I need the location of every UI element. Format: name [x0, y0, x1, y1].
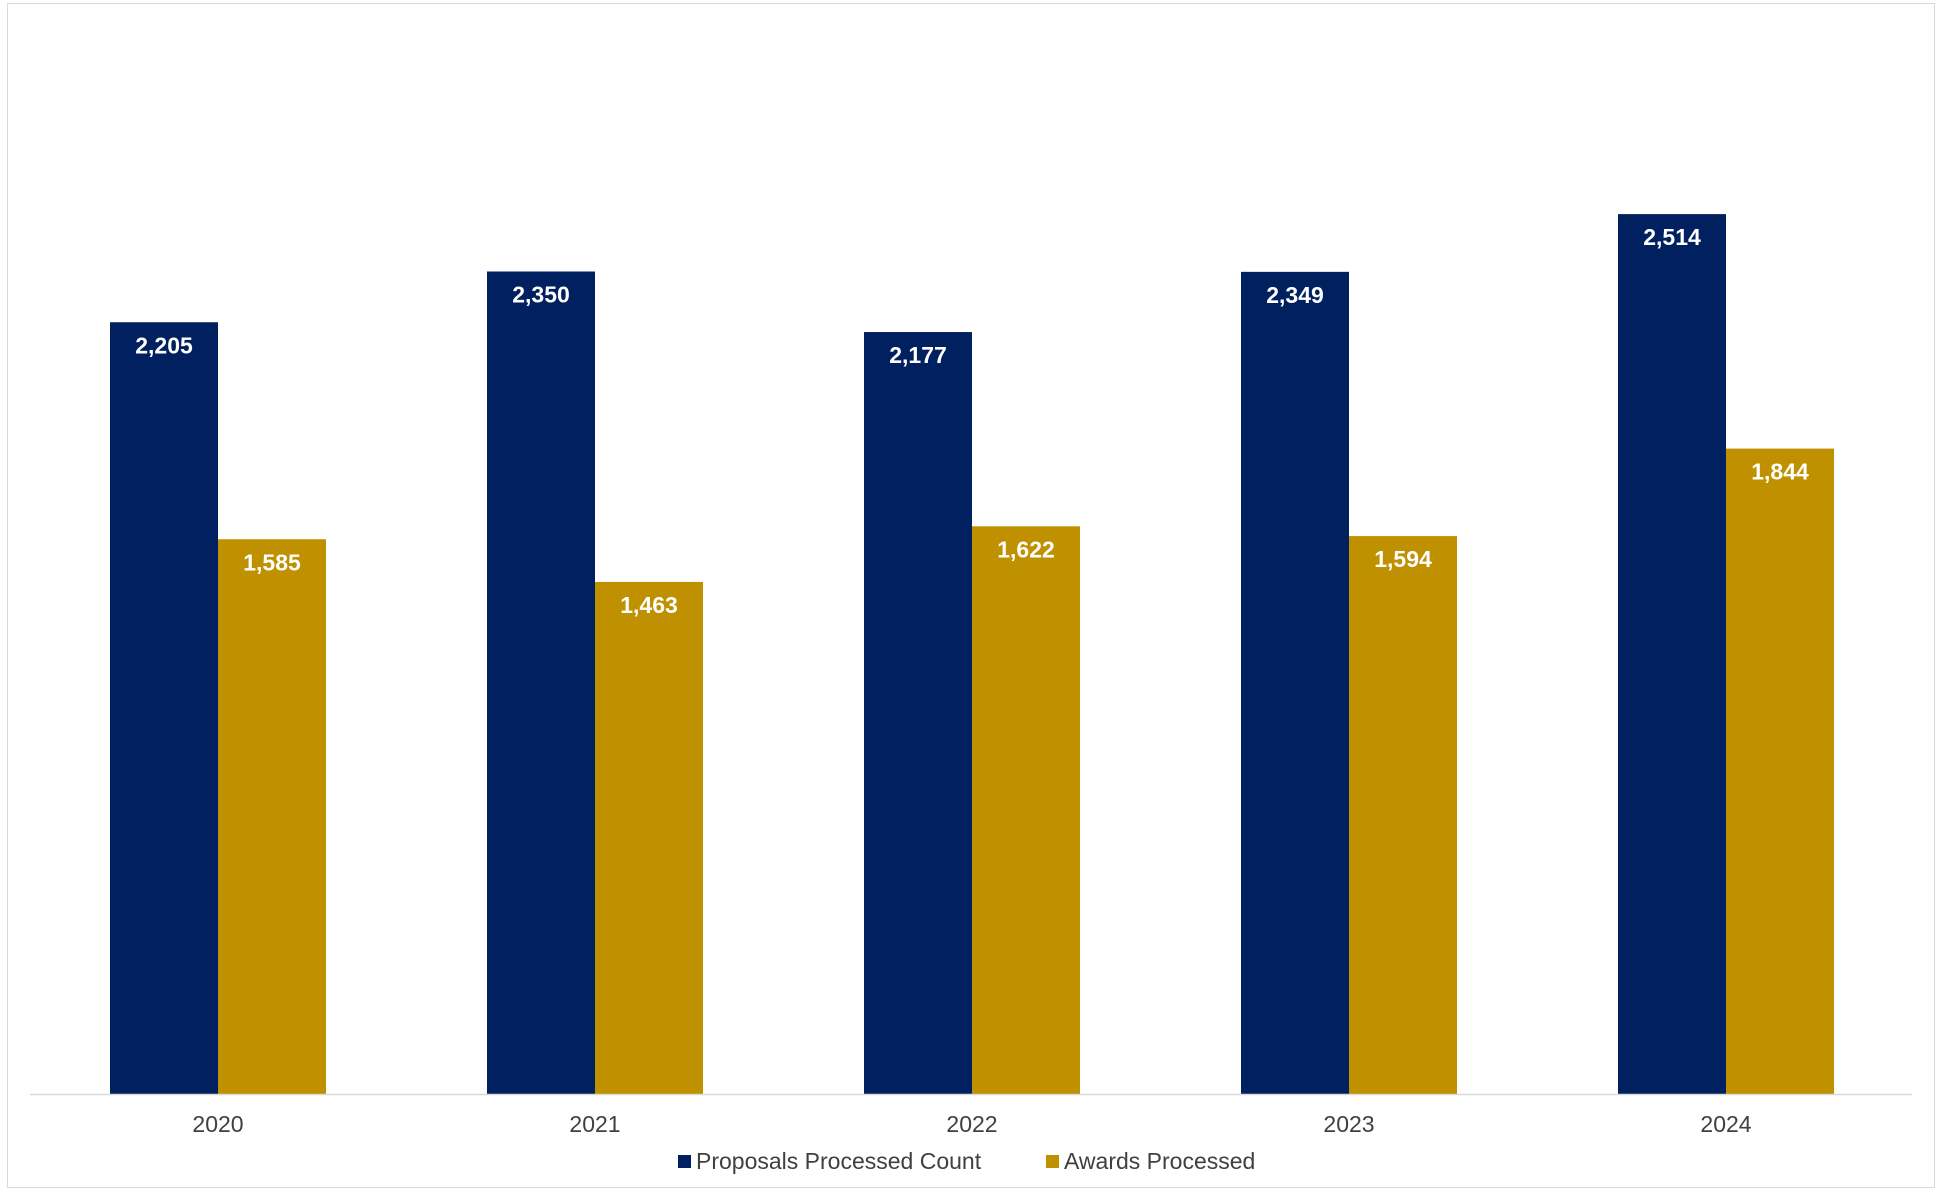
bar-proposals-2020: [110, 322, 218, 1094]
bar-awards-2021: [595, 581, 703, 1094]
legend-swatch-proposals: [678, 1155, 691, 1168]
legend-label-proposals: Proposals Processed Count: [696, 1148, 982, 1174]
bar-awards-2020: [218, 539, 326, 1094]
legend-swatch-awards: [1046, 1155, 1059, 1168]
data-label-awards-2021: 1,463: [620, 592, 678, 618]
bar-proposals-2023: [1241, 271, 1349, 1095]
bar-awards-2023: [1349, 536, 1457, 1094]
data-label-awards-2020: 1,585: [243, 549, 301, 575]
data-label-awards-2024: 1,844: [1751, 459, 1809, 485]
legend-label-awards: Awards Processed: [1064, 1148, 1255, 1174]
x-tick-label-2020: 2020: [192, 1111, 243, 1137]
x-tick-label-2023: 2023: [1323, 1111, 1374, 1137]
data-label-awards-2023: 1,594: [1374, 546, 1432, 572]
data-label-proposals-2023: 2,349: [1266, 282, 1324, 308]
data-labels: 2,205 1,585 2,350 1,463 2,177 1,622 2,349 1,594…: [135, 224, 1809, 618]
legend: Proposals Processed Count Awards Processe…: [678, 1148, 1255, 1174]
x-tick-label-2022: 2022: [946, 1111, 997, 1137]
x-tick-labels: 2020 2021 2022 2023 2024: [192, 1111, 1751, 1137]
data-label-proposals-2024: 2,514: [1643, 224, 1701, 250]
bar-awards-2022: [972, 526, 1080, 1094]
x-tick-label-2021: 2021: [569, 1111, 620, 1137]
data-label-proposals-2021: 2,350: [512, 282, 570, 308]
x-tick-label-2024: 2024: [1700, 1111, 1751, 1137]
bars-layer: [110, 214, 1834, 1095]
bar-proposals-2024: [1618, 214, 1726, 1095]
data-label-proposals-2020: 2,205: [135, 332, 193, 358]
data-label-awards-2022: 1,622: [997, 536, 1055, 562]
data-label-proposals-2022: 2,177: [889, 342, 947, 368]
bar-proposals-2022: [864, 332, 972, 1094]
bar-proposals-2021: [487, 271, 595, 1094]
bar-awards-2024: [1726, 448, 1834, 1095]
